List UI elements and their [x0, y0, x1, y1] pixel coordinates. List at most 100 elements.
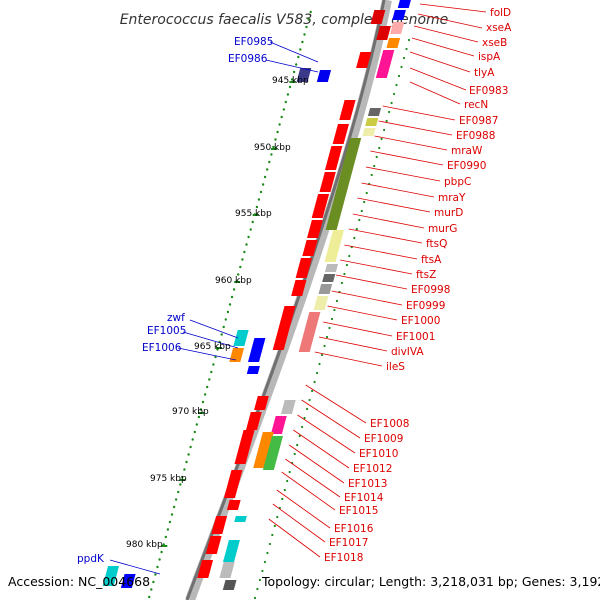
gene-label[interactable]: recN [464, 99, 488, 111]
track-dot [335, 299, 338, 303]
scale-dot [222, 325, 225, 329]
gene-label[interactable]: EF1010 [359, 448, 398, 460]
gene-label[interactable]: ftsZ [416, 269, 436, 281]
leader-line [281, 471, 336, 511]
scale-label: 975 kbp [150, 474, 187, 484]
scale-label: 945 kbp [272, 76, 309, 86]
leader-line [409, 81, 461, 105]
gene-features [102, 0, 411, 590]
gene-label[interactable]: EF1015 [339, 505, 378, 517]
gene-block [234, 430, 255, 464]
gene-label[interactable]: EF1012 [353, 463, 392, 475]
gene-block [356, 52, 372, 68]
gene-label[interactable]: EF0983 [469, 85, 508, 97]
gene-label[interactable]: EF1006 [142, 342, 182, 354]
gene-label[interactable]: pbpC [444, 176, 471, 188]
track-dot [348, 254, 351, 258]
gene-block [298, 312, 321, 352]
scale-dot [181, 475, 184, 479]
gene-label[interactable]: EF0988 [456, 130, 495, 142]
gene-block [262, 436, 283, 470]
gene-label[interactable]: EF1014 [344, 492, 384, 504]
track-dot [296, 443, 299, 447]
scale-dot [170, 513, 174, 516]
gene-label[interactable]: EF1009 [364, 433, 403, 445]
label-leader-lines [109, 3, 487, 575]
scale-dot [305, 25, 308, 29]
gene-label[interactable]: EF1016 [334, 523, 374, 535]
gene-label[interactable]: divIVA [391, 346, 424, 358]
track-dot [353, 236, 356, 240]
scale-dot [261, 183, 265, 186]
gene-label[interactable]: EF0990 [447, 160, 486, 172]
gene-label[interactable]: folD [490, 7, 511, 19]
gene-label[interactable]: EF1005 [147, 325, 186, 337]
gene-label[interactable]: ispA [478, 51, 501, 63]
scale-dot [199, 408, 203, 411]
gene-label[interactable]: EF1017 [329, 537, 368, 549]
gene-label[interactable]: murG [428, 223, 457, 235]
scale-dot [220, 333, 223, 336]
leader-line [344, 244, 418, 260]
scale-dot [286, 93, 290, 96]
gene-label[interactable]: ftsQ [426, 238, 447, 250]
gene-label[interactable]: EF1001 [396, 331, 435, 343]
gene-block [234, 516, 247, 522]
gene-label[interactable]: EF0986 [228, 53, 268, 65]
gene-label[interactable]: EF1013 [348, 478, 387, 490]
gene-label[interactable]: tlyA [474, 67, 495, 79]
track-dot [390, 101, 393, 105]
gene-label[interactable]: EF1000 [401, 315, 440, 327]
gene-label[interactable]: murD [434, 207, 463, 219]
scale-dot [185, 460, 188, 464]
gene-block [319, 172, 336, 192]
gene-label[interactable]: ppdK [77, 553, 105, 565]
gene-block [248, 338, 266, 362]
track-dot [273, 524, 276, 528]
scale-dot [268, 160, 271, 164]
gene-label[interactable]: mraW [451, 145, 483, 157]
scale-dot [224, 318, 227, 321]
leader-line [276, 489, 331, 529]
gene-block [226, 500, 241, 510]
gene-label[interactable]: EF1008 [370, 418, 409, 430]
leader-line [417, 13, 483, 29]
track-dot [405, 47, 408, 51]
leader-line [305, 384, 367, 424]
gene-label[interactable]: xseA [486, 22, 512, 34]
scale-dot [154, 573, 157, 576]
track-dot [363, 200, 366, 204]
gene-label[interactable]: ftsA [421, 254, 442, 266]
scale-dot [193, 430, 196, 434]
gene-label[interactable]: EF0985 [234, 36, 273, 48]
scale-dot [197, 415, 201, 419]
gene-block [362, 128, 376, 136]
gene-label[interactable]: EF1018 [324, 552, 363, 564]
scale-dot [301, 40, 304, 44]
scale-dot [239, 265, 242, 269]
gene-label[interactable]: zwf [167, 312, 185, 324]
leader-line [189, 319, 239, 339]
gene-label[interactable]: ileS [386, 361, 405, 373]
track-dot [388, 110, 391, 114]
scale-dot [303, 33, 306, 36]
gene-label[interactable]: EF0987 [459, 115, 498, 127]
gene-label[interactable]: EF0999 [406, 300, 445, 312]
gene-label[interactable]: EF0998 [411, 284, 450, 296]
scale-dot [214, 355, 217, 359]
leader-line [413, 25, 479, 43]
gene-block [390, 22, 405, 34]
gene-label[interactable]: xseB [482, 37, 507, 49]
track-dot [330, 317, 334, 321]
leader-line [269, 41, 319, 63]
scale-label: 980 kbp [126, 540, 163, 550]
scale-dot [284, 100, 287, 104]
track-dot [293, 452, 296, 456]
scale-dot [195, 423, 198, 426]
leader-line [382, 105, 456, 121]
scale-dot [208, 378, 211, 381]
scale-dot [263, 175, 267, 179]
gene-block [102, 566, 120, 586]
gene-label[interactable]: mraY [438, 192, 466, 204]
scale-dot [210, 370, 213, 374]
